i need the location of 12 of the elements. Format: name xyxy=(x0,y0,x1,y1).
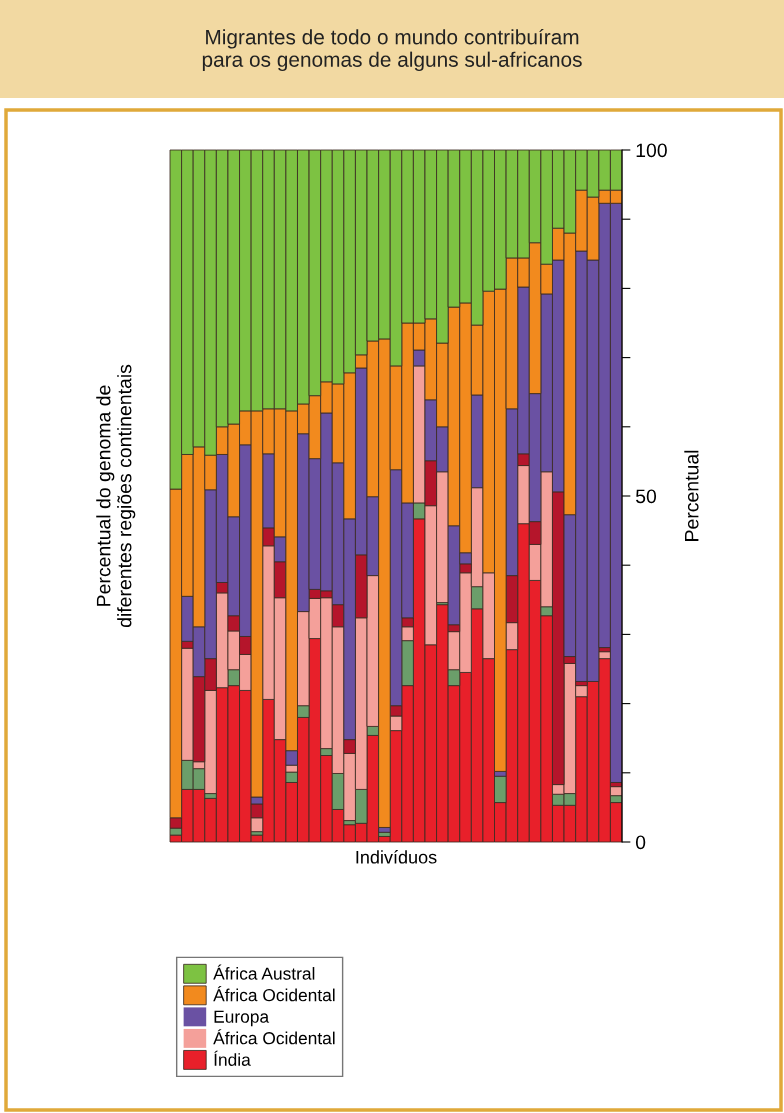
legend-label: Europa xyxy=(214,1010,270,1027)
y-tick-label: 100 xyxy=(636,143,667,158)
legend-label: África Austral xyxy=(213,964,315,980)
y2-axis-title: Percentual xyxy=(684,450,699,541)
chart-title: Migrantes de todo o mundo contribuíram para os genomas de alguns sul-africanos xyxy=(202,28,582,72)
y-axis-title: Percentual do genoma de diferentes regiões continentais xyxy=(96,364,136,628)
legend-label: Índia xyxy=(214,1050,251,1066)
legend-label: África Ocidental xyxy=(213,1029,335,1045)
legend-label: África Ocidental xyxy=(213,986,335,1002)
y-tick-label: 0 xyxy=(635,835,646,850)
y-tick-label: 50 xyxy=(635,489,657,504)
x-axis-title: Indivíduos xyxy=(356,850,437,864)
